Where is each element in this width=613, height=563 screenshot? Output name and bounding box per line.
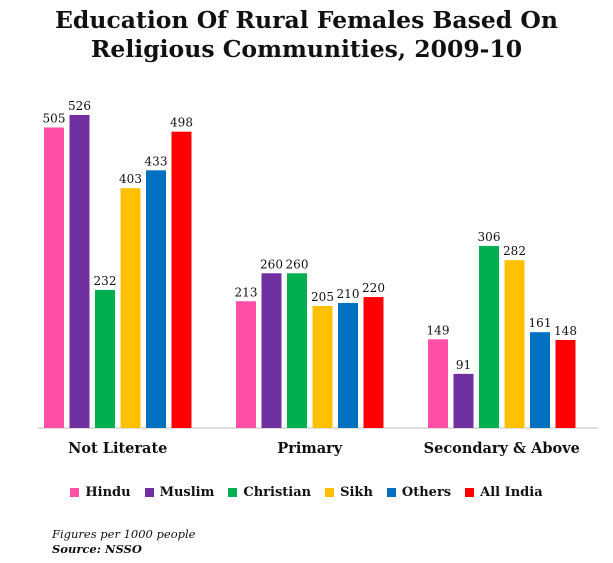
data-label: 505 (43, 111, 66, 125)
bar-all-india (171, 131, 192, 428)
legend-swatch (70, 487, 80, 497)
data-label: 205 (311, 290, 334, 304)
data-label: 161 (529, 316, 552, 330)
bar-others (530, 332, 550, 428)
legend-label: All India (480, 484, 543, 500)
data-label: 260 (286, 257, 309, 271)
footnote: Figures per 1000 people (52, 527, 196, 541)
source-note: Source: NSSO (52, 542, 142, 556)
legend-label: Muslim (159, 484, 215, 500)
x-tick-label: Secondary & Above (424, 440, 580, 457)
bar-sikh (312, 306, 333, 428)
bar-muslim (69, 115, 90, 428)
chart-title-line-1: Education Of Rural Females Based On (55, 6, 558, 34)
chart-title-line-2: Religious Communities, 2009-10 (90, 35, 523, 63)
bar-sikh (504, 260, 525, 428)
data-label: 232 (94, 274, 117, 288)
legend-item: Christian (228, 485, 311, 500)
bar-christian (287, 273, 307, 428)
chart-legend: Hindu Muslim Christian Sikh Others All India (0, 482, 613, 502)
data-label: 403 (119, 172, 142, 186)
data-label: 210 (337, 287, 360, 301)
legend-label: Hindu (85, 484, 131, 500)
legend-swatch (465, 487, 475, 497)
data-label: 282 (503, 244, 526, 258)
data-label: 498 (170, 116, 193, 130)
data-label: 433 (145, 154, 168, 168)
bar-sikh (120, 188, 141, 428)
bar-hindu (44, 127, 64, 428)
legend-item: Sikh (325, 485, 373, 500)
bar-muslim (261, 273, 282, 428)
bar-hindu (236, 301, 256, 428)
x-tick-label: Not Literate (68, 440, 167, 457)
data-label: 148 (554, 324, 577, 338)
legend-swatch (386, 487, 396, 497)
bar-all-india (555, 339, 576, 428)
data-label: 220 (362, 281, 385, 295)
data-label: 306 (478, 230, 501, 244)
legend-item: All India (465, 484, 543, 500)
legend-label: Sikh (340, 484, 373, 500)
bar-muslim (453, 373, 474, 428)
legend-label: Others (401, 484, 452, 500)
legend-item: Others (386, 484, 452, 500)
legend-swatch (144, 487, 154, 497)
x-tick-label: Primary (277, 440, 342, 457)
legend-item: Muslim (144, 484, 215, 500)
bar-others (146, 170, 166, 428)
bar-all-india (363, 297, 384, 428)
data-label: 213 (235, 285, 258, 299)
data-label: 526 (68, 99, 91, 113)
data-label: 149 (427, 323, 450, 337)
legend-swatch (228, 487, 238, 497)
bar-christian (95, 289, 115, 428)
legend-label: Christian (243, 484, 312, 500)
chart-title: Education Of Rural Females Based On Reli… (0, 6, 613, 64)
legend-swatch (325, 487, 335, 497)
data-label: 260 (260, 257, 283, 271)
bar-hindu (428, 339, 448, 428)
bar-christian (479, 245, 499, 428)
legend-item: Hindu (70, 484, 131, 500)
data-label: 91 (456, 358, 471, 372)
bar-others (338, 303, 358, 428)
